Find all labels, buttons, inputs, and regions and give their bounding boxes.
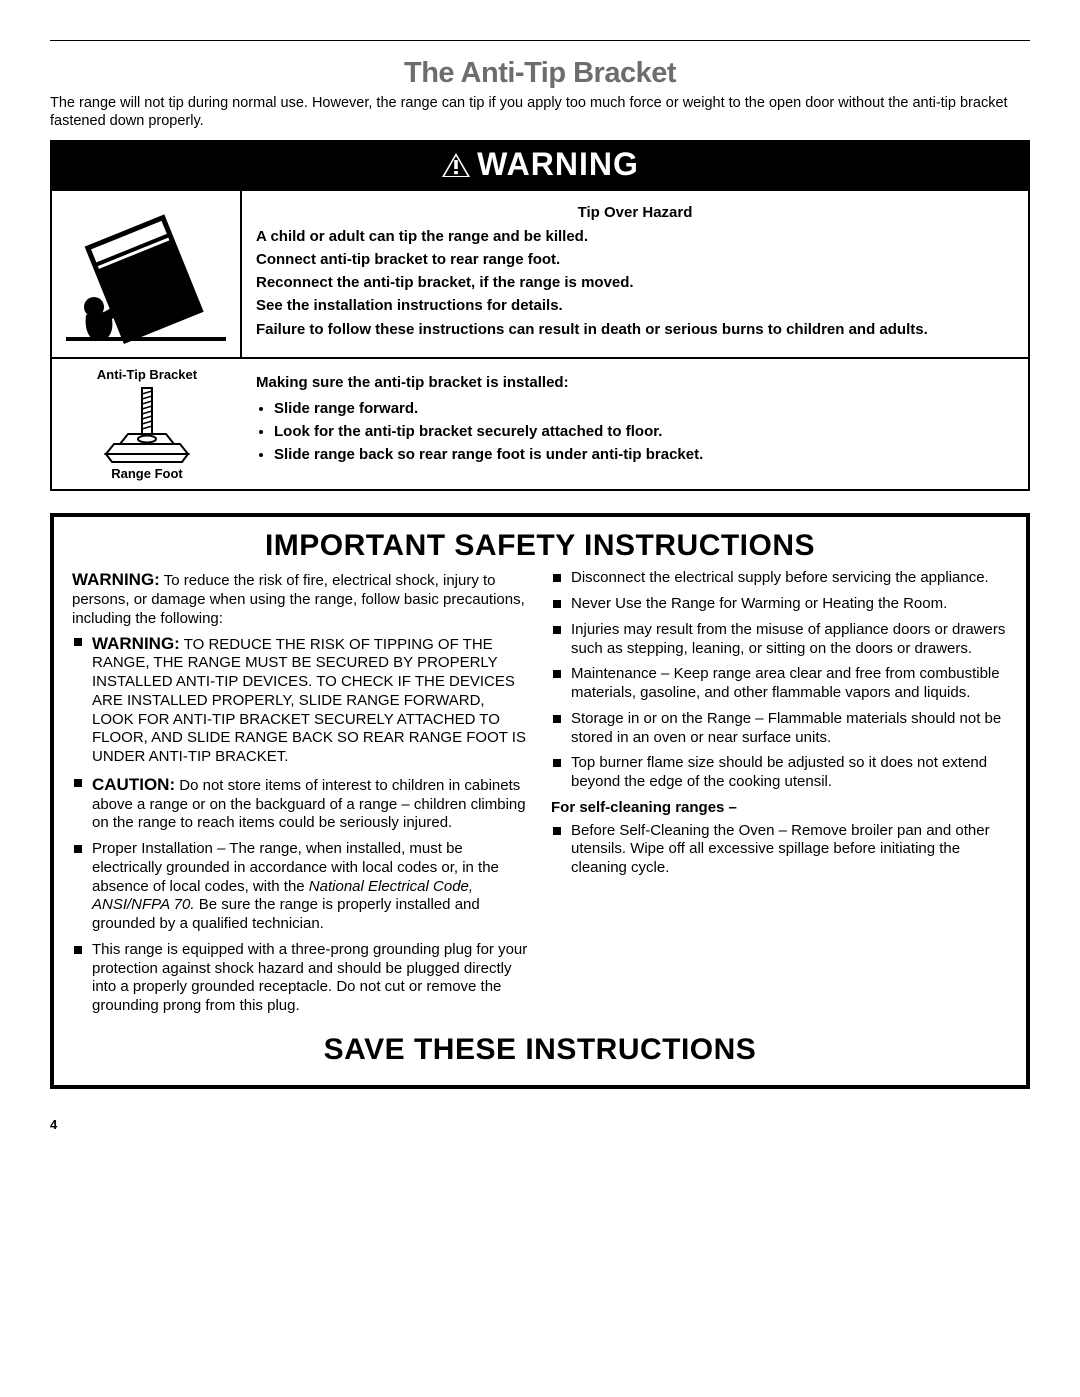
safety-item: Proper Installation – The range, when in… [72, 840, 529, 934]
safety-item: Before Self-Cleaning the Oven – Remove b… [551, 822, 1008, 878]
safety-col-left: WARNING: To reduce the risk of fire, ele… [72, 569, 529, 1023]
alert-triangle-icon [441, 152, 471, 178]
warning-banner-text: WARNING [477, 146, 639, 182]
warning-label: WARNING: [92, 634, 180, 653]
safety-item: Never Use the Range for Warming or Heati… [551, 595, 1008, 614]
safety-item: Injuries may result from the misuse of a… [551, 621, 1008, 659]
hazard-title: Tip Over Hazard [256, 201, 1014, 224]
install-instructions: Making sure the anti-tip bracket is inst… [242, 359, 1028, 489]
install-step: Look for the anti-tip bracket securely a… [274, 420, 1014, 443]
tip-hazard-illustration [52, 191, 242, 357]
install-heading: Making sure the anti-tip bracket is inst… [256, 371, 1014, 394]
foot-label: Range Foot [58, 466, 236, 481]
hazard-line: Failure to follow these instructions can… [256, 318, 1014, 341]
safety-item-text: TO REDUCE THE RISK OF TIPPING OF THE RAN… [92, 636, 526, 766]
hazard-text: Tip Over Hazard A child or adult can tip… [242, 191, 1028, 357]
hazard-line: Reconnect the anti-tip bracket, if the r… [256, 271, 1014, 294]
install-step: Slide range back so rear range foot is u… [274, 443, 1014, 466]
safety-columns: WARNING: To reduce the risk of fire, ele… [72, 569, 1008, 1023]
caution-label: CAUTION: [92, 775, 175, 794]
hazard-line: Connect anti-tip bracket to rear range f… [256, 248, 1014, 271]
save-instructions-title: SAVE THESE INSTRUCTIONS [72, 1033, 1008, 1067]
safety-item: This range is equipped with a three-pron… [72, 941, 529, 1016]
hazard-line: A child or adult can tip the range and b… [256, 225, 1014, 248]
anti-tip-bracket-icon [102, 386, 192, 464]
safety-item: Maintenance – Keep range area clear and … [551, 665, 1008, 703]
warning-table: WARNING Tip Over Hazard A child or adu [50, 140, 1030, 491]
warning-banner: WARNING [52, 142, 1028, 189]
safety-item: CAUTION: Do not store items of interest … [72, 774, 529, 833]
self-clean-heading: For self-cleaning ranges – [551, 799, 1008, 818]
safety-item: Storage in or on the Range – Flammable m… [551, 710, 1008, 748]
tipping-range-icon [66, 199, 226, 349]
warning-body: Tip Over Hazard A child or adult can tip… [52, 189, 1028, 357]
safety-lead: WARNING: To reduce the risk of fire, ele… [72, 569, 529, 628]
safety-item: Disconnect the electrical supply before … [551, 569, 1008, 588]
safety-item: WARNING: TO REDUCE THE RISK OF TIPPING O… [72, 633, 529, 767]
install-step: Slide range forward. [274, 397, 1014, 420]
intro-text: The range will not tip during normal use… [50, 94, 1030, 130]
bracket-label: Anti-Tip Bracket [58, 367, 236, 382]
section-title: The Anti-Tip Bracket [50, 57, 1030, 90]
safety-item: Top burner flame size should be adjusted… [551, 754, 1008, 792]
warning-label: WARNING: [72, 570, 160, 589]
safety-col-right: Disconnect the electrical supply before … [551, 569, 1008, 1023]
install-diagram: Anti-Tip Bracket Range Foot [52, 359, 242, 489]
safety-box: IMPORTANT SAFETY INSTRUCTIONS WARNING: T… [50, 513, 1030, 1089]
hazard-line: See the installation instructions for de… [256, 294, 1014, 317]
install-row: Anti-Tip Bracket Range Foot [52, 357, 1028, 489]
safety-title: IMPORTANT SAFETY INSTRUCTIONS [72, 529, 1008, 563]
top-rule [50, 40, 1030, 41]
page-number: 4 [50, 1117, 1030, 1132]
